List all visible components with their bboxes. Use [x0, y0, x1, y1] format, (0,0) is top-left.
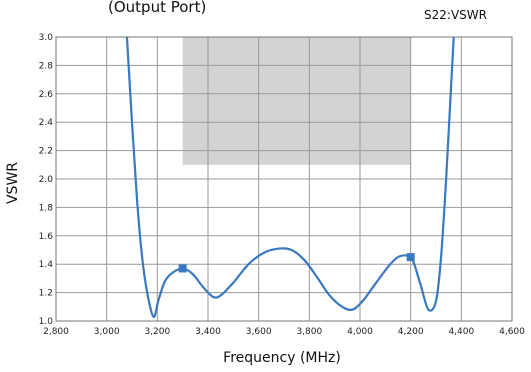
y-tick-label: 2.4	[39, 118, 54, 128]
y-tick-label: 3.0	[39, 33, 54, 43]
x-tick-label: 4,600	[499, 327, 525, 337]
x-axis-title: Frequency (MHz)	[223, 350, 341, 366]
x-tick-label: 4,000	[347, 327, 373, 337]
x-tick-label: 3,000	[94, 327, 120, 337]
header-fragment: (Output Port)	[108, 0, 206, 16]
data-marker	[178, 264, 187, 273]
x-tick-label: 3,800	[296, 327, 322, 337]
y-tick-label: 1.8	[39, 203, 54, 213]
y-tick-label: 2.2	[39, 147, 53, 157]
data-marker	[406, 253, 415, 262]
x-tick-label: 3,400	[195, 327, 221, 337]
plot-frame	[55, 36, 513, 322]
x-tick-label: 3,600	[246, 327, 272, 337]
series-label: S22:VSWR	[424, 8, 487, 22]
x-tick-label: 3,200	[144, 327, 170, 337]
y-axis-title: VSWR	[5, 162, 21, 204]
y-tick-label: 2.8	[39, 61, 54, 71]
s22-vswr-line	[125, 36, 455, 318]
y-tick-label: 2.6	[39, 90, 54, 100]
x-tick-label: 4,200	[398, 327, 424, 337]
x-tick-label: 2,800	[43, 327, 69, 337]
spec-shaded-region	[182, 37, 411, 165]
y-tick-label: 1.0	[39, 317, 54, 327]
y-tick-label: 1.4	[39, 260, 54, 270]
x-tick-label: 4,400	[448, 327, 474, 337]
y-tick-label: 2.0	[39, 175, 54, 185]
y-tick-label: 1.6	[39, 232, 54, 242]
y-tick-label: 1.2	[39, 289, 53, 299]
